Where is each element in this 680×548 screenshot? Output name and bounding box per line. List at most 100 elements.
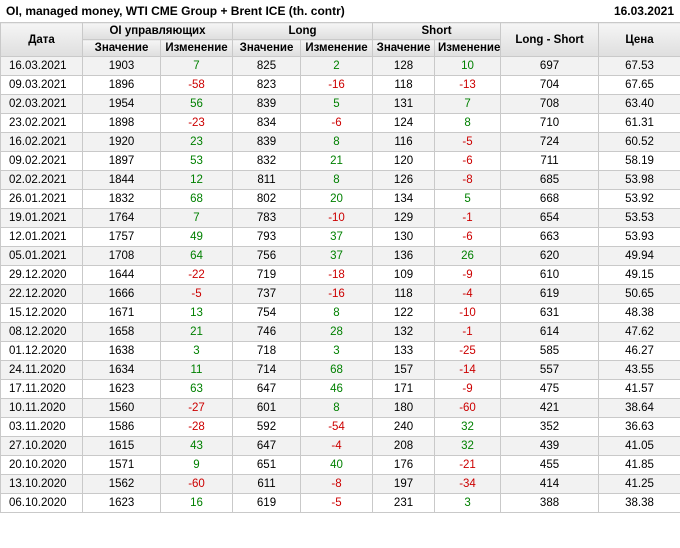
short-change-cell: -14 [434, 360, 502, 380]
table-row: 16.03.2021 1903 7 825 2 128 10 697 67.53 [0, 56, 680, 76]
table-row: 22.12.2020 1666 -5 737 -16 118 -4 619 50.65 [0, 284, 680, 304]
long-value-cell: 611 [232, 474, 301, 494]
short-value-cell: 131 [372, 94, 436, 114]
price-cell: 58.19 [598, 151, 680, 171]
oi-change-cell: 63 [160, 379, 233, 399]
table-row: 05.01.2021 1708 64 756 37 136 26 620 49.94 [0, 246, 680, 266]
date-cell: 08.12.2020 [0, 322, 83, 342]
oi-value-cell: 1708 [82, 246, 161, 266]
oi-value-cell: 1903 [82, 56, 161, 76]
table-header: Дата OI управляющих Long Short Long - Sh… [0, 22, 680, 57]
long-short-cell: 663 [500, 227, 600, 247]
long-value-cell: 783 [232, 208, 301, 228]
long-short-cell: 654 [500, 208, 600, 228]
short-value-cell: 180 [372, 398, 436, 418]
price-cell: 38.38 [598, 493, 680, 513]
short-change-cell: -6 [434, 227, 502, 247]
oi-value-cell: 1562 [82, 474, 161, 494]
price-cell: 53.53 [598, 208, 680, 228]
short-change-cell: -1 [434, 208, 502, 228]
page: OI, managed money, WTI CME Group + Brent… [0, 4, 680, 513]
short-value-cell: 129 [372, 208, 436, 228]
oi-value-cell: 1571 [82, 455, 161, 475]
long-short-cell: 614 [500, 322, 600, 342]
table-row: 26.01.2021 1832 68 802 20 134 5 668 53.92 [0, 189, 680, 209]
price-cell: 47.62 [598, 322, 680, 342]
table-row: 24.11.2020 1634 11 714 68 157 -14 557 43.55 [0, 360, 680, 380]
long-change-cell: 20 [299, 189, 374, 209]
long-value-cell: 825 [232, 56, 301, 76]
oi-change-cell: 53 [160, 151, 233, 171]
date-cell: 16.02.2021 [0, 132, 83, 152]
long-short-cell: 557 [500, 360, 600, 380]
oi-change-cell: 9 [160, 455, 233, 475]
long-change-cell: -8 [299, 474, 374, 494]
price-cell: 38.64 [598, 398, 680, 418]
date-cell: 09.02.2021 [0, 151, 83, 171]
col-header-price: Цена [598, 22, 680, 57]
table-row: 10.11.2020 1560 -27 601 8 180 -60 421 38.64 [0, 398, 680, 418]
long-short-cell: 710 [500, 113, 600, 133]
oi-change-cell: -27 [160, 398, 233, 418]
table-row: 01.12.2020 1638 3 718 3 133 -25 585 46.27 [0, 341, 680, 361]
table-row: 27.10.2020 1615 43 647 -4 208 32 439 41.05 [0, 436, 680, 456]
oi-change-cell: -22 [160, 265, 233, 285]
oi-value-cell: 1623 [82, 493, 161, 513]
long-value-cell: 737 [232, 284, 301, 304]
price-cell: 60.52 [598, 132, 680, 152]
oi-table: Дата OI управляющих Long Short Long - Sh… [0, 22, 680, 513]
long-value-cell: 832 [232, 151, 301, 171]
oi-value-cell: 1764 [82, 208, 161, 228]
table-row: 02.02.2021 1844 12 811 8 126 -8 685 53.98 [0, 170, 680, 190]
price-cell: 36.63 [598, 417, 680, 437]
table-row: 13.10.2020 1562 -60 611 -8 197 -34 414 41.25 [0, 474, 680, 494]
oi-change-cell: 7 [160, 208, 233, 228]
short-change-cell: -60 [434, 398, 502, 418]
date-cell: 01.12.2020 [0, 341, 83, 361]
oi-value-cell: 1658 [82, 322, 161, 342]
long-change-cell: 8 [299, 132, 374, 152]
short-change-cell: -9 [434, 265, 502, 285]
price-cell: 48.38 [598, 303, 680, 323]
short-change-cell: 10 [434, 56, 502, 76]
oi-value-cell: 1634 [82, 360, 161, 380]
short-change-cell: 5 [434, 189, 502, 209]
long-short-cell: 708 [500, 94, 600, 114]
short-change-cell: -1 [434, 322, 502, 342]
long-short-cell: 414 [500, 474, 600, 494]
oi-value-cell: 1898 [82, 113, 161, 133]
table-row: 15.12.2020 1671 13 754 8 122 -10 631 48.38 [0, 303, 680, 323]
short-change-cell: -21 [434, 455, 502, 475]
long-change-cell: 8 [299, 303, 374, 323]
short-value-cell: 132 [372, 322, 436, 342]
short-value-cell: 157 [372, 360, 436, 380]
table-row: 08.12.2020 1658 21 746 28 132 -1 614 47.62 [0, 322, 680, 342]
long-change-cell: 68 [299, 360, 374, 380]
short-value-cell: 109 [372, 265, 436, 285]
page-title: OI, managed money, WTI CME Group + Brent… [6, 4, 345, 18]
long-change-cell: 3 [299, 341, 374, 361]
long-value-cell: 839 [232, 94, 301, 114]
long-change-cell: -6 [299, 113, 374, 133]
table-row: 23.02.2021 1898 -23 834 -6 124 8 710 61.31 [0, 113, 680, 133]
oi-change-cell: 23 [160, 132, 233, 152]
oi-value-cell: 1666 [82, 284, 161, 304]
sub-header-short-change: Изменение [434, 39, 502, 57]
long-short-cell: 724 [500, 132, 600, 152]
short-value-cell: 134 [372, 189, 436, 209]
long-change-cell: 37 [299, 227, 374, 247]
price-cell: 41.05 [598, 436, 680, 456]
price-cell: 67.53 [598, 56, 680, 76]
long-change-cell: -10 [299, 208, 374, 228]
date-cell: 23.02.2021 [0, 113, 83, 133]
report-date: 16.03.2021 [613, 4, 674, 18]
short-change-cell: -5 [434, 132, 502, 152]
oi-value-cell: 1897 [82, 151, 161, 171]
long-change-cell: 46 [299, 379, 374, 399]
long-short-cell: 388 [500, 493, 600, 513]
long-change-cell: 8 [299, 398, 374, 418]
sub-header-long-change: Изменение [299, 39, 374, 57]
price-cell: 53.92 [598, 189, 680, 209]
short-value-cell: 118 [372, 75, 436, 95]
table-row: 06.10.2020 1623 16 619 -5 231 3 388 38.38 [0, 493, 680, 513]
